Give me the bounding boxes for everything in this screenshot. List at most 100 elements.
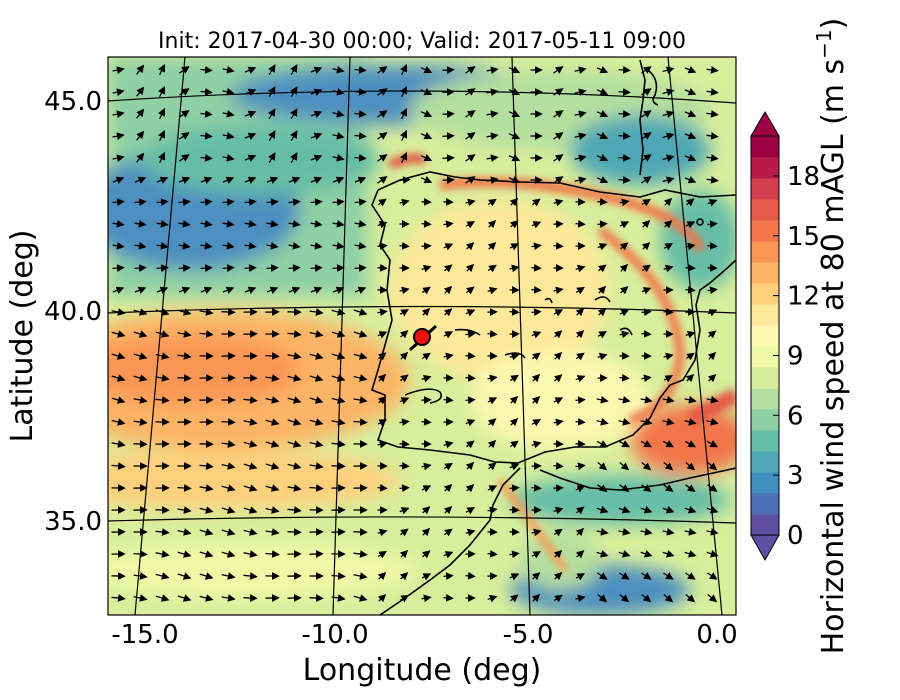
- wind-arrow: [706, 88, 719, 96]
- wind-arrow: [111, 374, 126, 382]
- wind-arrow: [266, 286, 279, 295]
- wind-arrow: [354, 154, 367, 162]
- wind-arrow: [222, 286, 235, 295]
- wind-arrow: [221, 440, 236, 448]
- wind-arrow: [420, 154, 433, 162]
- wind-arrow: [685, 462, 696, 471]
- wind-arrow: [443, 505, 453, 515]
- wind-arrow: [443, 331, 454, 339]
- wind-arrow: [707, 484, 718, 492]
- wind-arrow: [466, 440, 475, 449]
- wind-arrow: [531, 373, 541, 383]
- colorbar: 0 3 6 9 12 15 18 Horizontal wind speed at 80 m…: [750, 18, 851, 654]
- wind-arrow: [377, 66, 388, 74]
- wind-arrow: [663, 484, 674, 492]
- wind-arrow: [618, 549, 631, 558]
- wind-arrow: [332, 87, 345, 96]
- wind-arrow: [685, 330, 696, 339]
- wind-arrow: [266, 219, 279, 228]
- wind-arrow: [177, 550, 192, 558]
- wind-arrow: [662, 549, 675, 558]
- wind-arrow: [553, 506, 564, 515]
- wind-arrow: [179, 132, 190, 140]
- wind-arrow: [443, 572, 454, 581]
- wind-arrow: [377, 88, 388, 96]
- wind-arrow: [353, 396, 368, 404]
- wind-arrow: [199, 330, 214, 338]
- wind-arrow: [422, 550, 431, 559]
- x-axis: -15.0 -10.0 -5.0 0.0 Longitude (deg): [111, 620, 737, 688]
- wind-arrow: [221, 484, 236, 492]
- wind-arrow: [663, 352, 674, 361]
- wind-arrow: [420, 110, 433, 118]
- wind-arrow: [399, 330, 409, 339]
- wind-arrow: [265, 528, 280, 536]
- wind-arrow: [531, 572, 541, 581]
- wind-arrow: [487, 198, 497, 207]
- wind-arrow: [553, 572, 563, 581]
- wind-arrow: [290, 64, 298, 76]
- wind-arrow: [443, 243, 454, 251]
- wind-arrow: [399, 595, 410, 603]
- wind-arrow: [156, 286, 169, 295]
- wind-arrow: [509, 463, 520, 471]
- wind-arrow: [706, 527, 719, 536]
- wind-arrow: [111, 308, 126, 316]
- wind-arrow: [200, 88, 213, 96]
- wind-arrow: [221, 594, 236, 602]
- wind-arrow: [377, 528, 388, 537]
- wind-arrow: [618, 417, 631, 426]
- wind-arrow: [707, 241, 718, 250]
- wind-arrow: [288, 264, 301, 272]
- x-axis-label: Longitude (deg): [303, 653, 542, 688]
- wind-arrow: [707, 462, 718, 471]
- wind-arrow: [332, 131, 345, 140]
- wind-arrow: [111, 352, 126, 360]
- wind-arrow: [465, 132, 476, 140]
- colorbar-max-extend: [750, 111, 780, 137]
- wind-arrow: [266, 198, 279, 206]
- wind-arrow: [553, 418, 564, 427]
- wind-arrow: [619, 373, 630, 382]
- wind-arrow: [222, 109, 235, 118]
- wind-arrow: [641, 572, 652, 580]
- wind-arrow: [377, 593, 387, 603]
- wind-arrow: [199, 572, 214, 580]
- wind-arrow: [421, 264, 432, 273]
- wind-arrow: [134, 219, 147, 228]
- wind-arrow: [465, 419, 476, 427]
- wind-arrow: [268, 130, 276, 142]
- wind-arrow: [421, 485, 432, 493]
- wind-arrow: [310, 154, 323, 163]
- wind-arrow: [136, 86, 145, 97]
- wind-arrow: [443, 484, 453, 493]
- wind-arrow: [641, 462, 652, 471]
- wind-arrow: [465, 110, 476, 118]
- wind-arrow: [531, 331, 542, 339]
- wind-arrow: [663, 220, 673, 229]
- wind-arrow: [641, 66, 652, 74]
- wind-arrow: [332, 286, 345, 295]
- wind-arrow: [575, 264, 586, 273]
- wind-arrow: [442, 132, 455, 140]
- wind-arrow: [178, 286, 191, 295]
- wind-arrow: [265, 352, 280, 360]
- wind-arrow: [641, 484, 652, 492]
- wind-arrow: [596, 176, 609, 184]
- wind-arrow: [508, 66, 521, 74]
- wind-arrow: [112, 176, 125, 184]
- wind-arrow: [531, 308, 542, 317]
- wind-arrow: [156, 176, 169, 184]
- x-tick-label: 0.0: [696, 620, 737, 650]
- wind-arrow: [243, 396, 258, 404]
- wind-arrow: [133, 572, 148, 580]
- wind-arrow: [684, 110, 697, 118]
- wind-arrow: [243, 440, 258, 448]
- wind-arrow: [244, 264, 257, 272]
- wind-arrow: [508, 88, 521, 96]
- wind-arrow: [399, 198, 410, 207]
- wind-arrow: [310, 241, 323, 250]
- wind-arrow: [465, 66, 476, 74]
- wind-arrow: [598, 264, 607, 273]
- wind-arrow: [640, 549, 653, 558]
